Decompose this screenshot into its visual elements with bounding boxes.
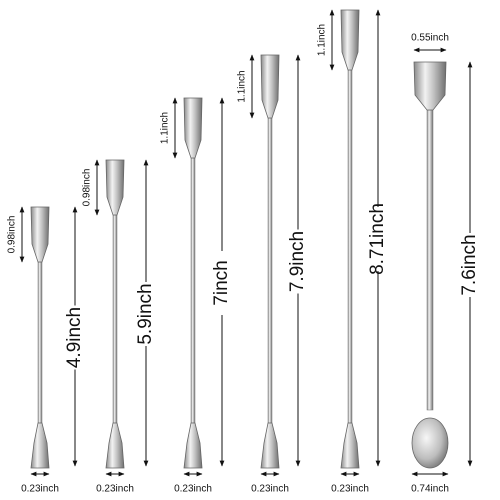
- spatula-scoop: [183, 422, 203, 469]
- spoon-handle: [426, 109, 434, 411]
- head-length-label: 0.98inch: [82, 169, 93, 207]
- spatula-handle: [190, 157, 196, 424]
- length-label: 7.6inch: [459, 234, 480, 295]
- head-length-label: 0.98inch: [7, 216, 18, 254]
- label-bg: [135, 282, 157, 346]
- spatula-head: [340, 9, 360, 71]
- width-label: 0.23inch: [331, 484, 369, 495]
- spatula-handle: [112, 214, 118, 424]
- head-length-label: 1.1inch: [237, 70, 248, 102]
- length-label: 7.9inch: [287, 231, 308, 292]
- spatula-head: [30, 206, 50, 263]
- length-label: 4.9inch: [64, 307, 85, 368]
- label-bg: [287, 229, 309, 294]
- spatula-scoop: [260, 422, 280, 469]
- spatula-handle: [37, 261, 43, 424]
- label-bg: [64, 305, 86, 370]
- spoon-head: [413, 61, 447, 111]
- spoon-bowl: [411, 417, 449, 469]
- label-bg: [367, 207, 389, 271]
- spatula-head: [105, 159, 125, 216]
- label-bg: [459, 233, 481, 297]
- length-label: 8.71inch: [367, 203, 388, 275]
- spatula-scoop: [30, 422, 50, 469]
- length-label: 7inch: [211, 260, 232, 305]
- width-label: 0.74inch: [411, 484, 449, 495]
- width-label: 0.23inch: [174, 484, 212, 495]
- width-label: 0.23inch: [251, 484, 289, 495]
- spatula-scoop: [340, 422, 360, 469]
- spatula-head: [260, 54, 280, 119]
- width-label: 0.23inch: [21, 484, 59, 495]
- head-length-label: 1.1inch: [317, 24, 328, 56]
- head-length-label: 1.1inch: [160, 112, 171, 144]
- width-label: 0.23inch: [96, 484, 134, 495]
- top-width-label: 0.55inch: [411, 33, 449, 44]
- spatula-handle: [347, 69, 353, 424]
- length-label: 5.9inch: [135, 283, 156, 344]
- label-bg: [211, 251, 233, 315]
- spatula-head: [183, 97, 203, 159]
- spatula-scoop: [105, 422, 125, 469]
- spatula-handle: [267, 117, 273, 424]
